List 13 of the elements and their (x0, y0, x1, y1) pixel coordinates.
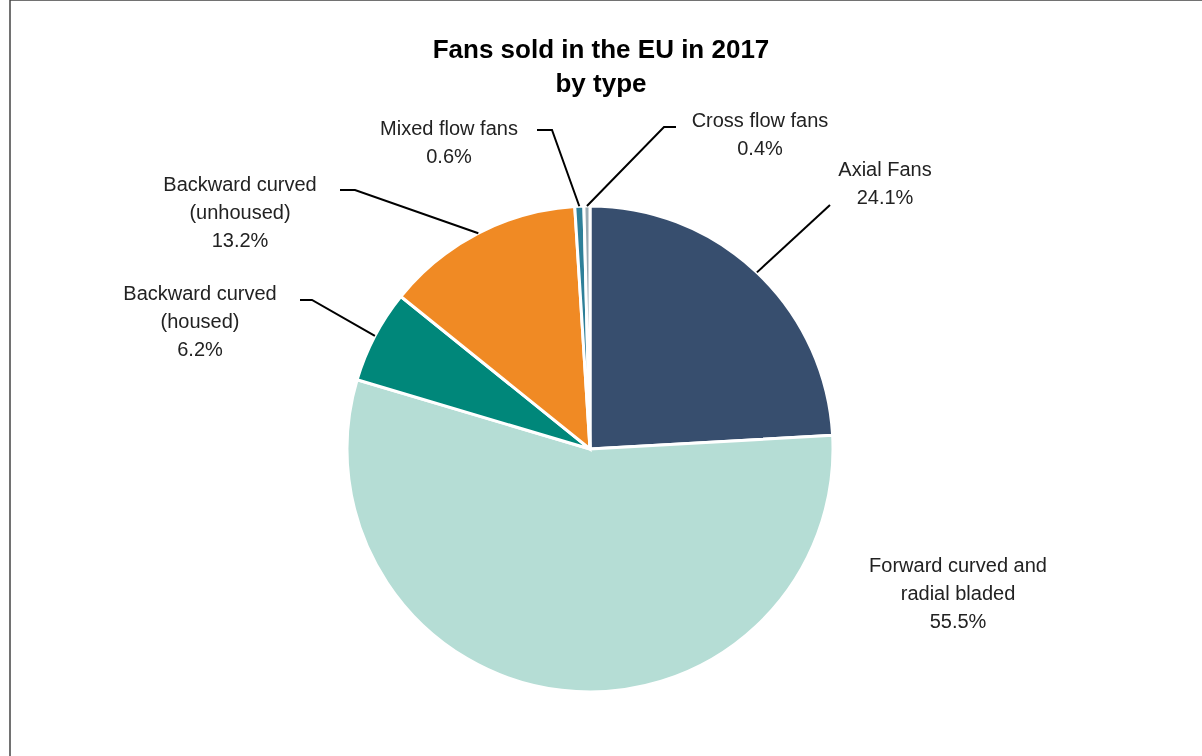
slice-label: Backward curved (unhoused) (163, 173, 317, 223)
data-label: 0.4% (737, 137, 784, 159)
slice-label: Cross flow fans (691, 109, 829, 131)
slice-label: Mixed flow fans (380, 117, 518, 139)
data-label: 6.2% (177, 338, 224, 360)
slice-label: Backward curved (housed) (123, 282, 277, 332)
data-label: 0.6% (426, 145, 473, 167)
data-label: 55.5% (929, 610, 987, 632)
slice-label: Axial Fans (838, 158, 932, 180)
slice-label: Forward curved and radial bladed (869, 554, 1047, 604)
data-label: 13.2% (211, 229, 269, 251)
chart-title: Fans sold in the EU in 2017 by type (432, 34, 770, 98)
data-label: 24.1% (856, 186, 914, 208)
